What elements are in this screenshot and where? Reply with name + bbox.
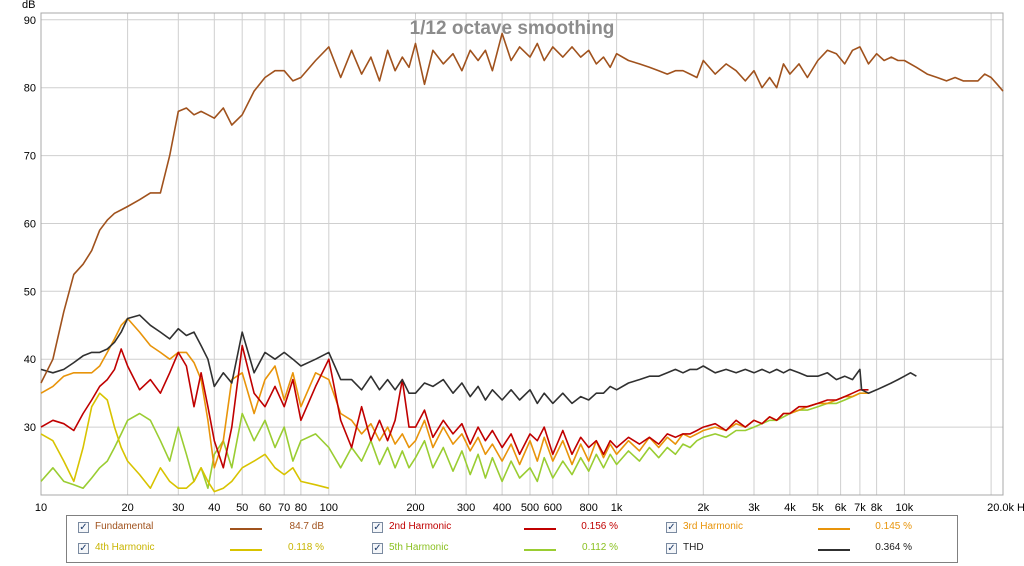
legend-label: 2nd Harmonic: [389, 521, 452, 532]
series-line-4th-harmonic: [40, 392, 329, 493]
y-tick-label: 90: [24, 15, 36, 27]
x-tick-label: 800: [580, 502, 598, 514]
legend-value: 84.7 dB: [289, 521, 324, 532]
legend-item-2nd-harmonic[interactable]: ✓ 2nd Harmonic 0.156 %: [372, 520, 622, 538]
frequency-response-chart: dB 1/12 octave smoothing 10 20 30 40 50 60 70 8…: [22, 0, 1024, 514]
legend-swatch: [230, 528, 262, 530]
y-tick-label: 40: [24, 354, 36, 366]
series-lines: [40, 32, 1004, 493]
plot-frame: [40, 12, 1004, 496]
series-line-5th-harmonic: [40, 392, 861, 489]
legend-checkbox-4th-harmonic[interactable]: ✓: [78, 543, 89, 554]
x-tick-label: 200: [406, 502, 424, 514]
x-tick-label: 5k: [812, 502, 824, 514]
legend-item-fundamental[interactable]: ✓ Fundamental 84.7 dB: [78, 520, 328, 538]
legend-checkbox-thd[interactable]: ✓: [666, 543, 677, 554]
legend-item-thd[interactable]: ✓ THD 0.364 %: [666, 541, 916, 559]
y-tick-label: 50: [24, 286, 36, 298]
legend-checkbox-fundamental[interactable]: ✓: [78, 522, 89, 533]
y-tick-label: 60: [24, 219, 36, 231]
x-tick-label: 2k: [697, 502, 709, 514]
chart-title: 1/12 octave smoothing: [410, 18, 615, 39]
series-line-fundamental: [40, 32, 1004, 384]
x-tick-label: 10k: [896, 502, 914, 514]
legend-swatch: [818, 528, 850, 530]
x-tick-label: 300: [457, 502, 475, 514]
x-tick-label: 1k: [611, 502, 623, 514]
x-tick-label: 7k: [854, 502, 866, 514]
legend-value: 0.112 %: [582, 542, 618, 553]
x-tick-label: 400: [493, 502, 511, 514]
x-tick-label: 20.0k Hz: [987, 502, 1024, 514]
legend-value: 0.145 %: [875, 521, 912, 532]
x-axis-ticks: 10 20 30 40 50 60 70 80 100 200 300 400 500 600 800 1k 2…: [35, 502, 1024, 514]
legend-swatch: [818, 549, 850, 551]
y-tick-label: 30: [24, 422, 36, 434]
x-tick-label: 50: [236, 502, 248, 514]
legend-label: 5th Harmonic: [389, 542, 449, 553]
legend-swatch: [524, 549, 556, 551]
y-axis-ticks: 30 40 50 60 70 80 90: [24, 15, 36, 434]
y-tick-label: 80: [24, 83, 36, 95]
series-line-3rd-harmonic: [40, 317, 869, 469]
x-tick-label: 600: [544, 502, 562, 514]
x-tick-label: 40: [208, 502, 220, 514]
legend-label: 3rd Harmonic: [683, 521, 744, 532]
x-tick-label: 3k: [748, 502, 760, 514]
x-tick-label: 60: [259, 502, 271, 514]
y-axis-unit-label: dB: [22, 0, 35, 11]
x-tick-label: 70: [278, 502, 290, 514]
legend-value: 0.364 %: [875, 542, 912, 553]
legend-swatch: [230, 549, 262, 551]
legend-item-4th-harmonic[interactable]: ✓ 4th Harmonic 0.118 %: [78, 541, 328, 559]
legend: ✓ Fundamental 84.7 dB ✓ 2nd Harmonic 0.156 % ✓…: [66, 515, 958, 563]
legend-swatch: [524, 528, 556, 530]
series-line-thd: [40, 314, 917, 405]
y-tick-label: 70: [24, 151, 36, 163]
x-tick-label: 10: [35, 502, 47, 514]
legend-item-3rd-harmonic[interactable]: ✓ 3rd Harmonic 0.145 %: [666, 520, 916, 538]
legend-checkbox-5th-harmonic[interactable]: ✓: [372, 543, 383, 554]
legend-item-5th-harmonic[interactable]: ✓ 5th Harmonic 0.112 %: [372, 541, 622, 559]
x-tick-label: 500: [521, 502, 539, 514]
legend-label: Fundamental: [95, 521, 154, 532]
legend-label: THD: [683, 542, 704, 553]
x-tick-label: 100: [320, 502, 338, 514]
x-tick-label: 30: [172, 502, 184, 514]
x-tick-label: 80: [295, 502, 307, 514]
x-tick-label: 8k: [871, 502, 883, 514]
x-tick-label: 20: [121, 502, 133, 514]
legend-checkbox-3rd-harmonic[interactable]: ✓: [666, 522, 677, 533]
legend-value: 0.118 %: [288, 542, 324, 553]
x-tick-label: 4k: [784, 502, 796, 514]
legend-value: 0.156 %: [581, 521, 618, 532]
series-line-2nd-harmonic: [40, 344, 869, 469]
grid-lines: [41, 13, 1003, 495]
legend-label: 4th Harmonic: [95, 542, 155, 553]
legend-checkbox-2nd-harmonic[interactable]: ✓: [372, 522, 383, 533]
x-tick-label: 6k: [835, 502, 847, 514]
